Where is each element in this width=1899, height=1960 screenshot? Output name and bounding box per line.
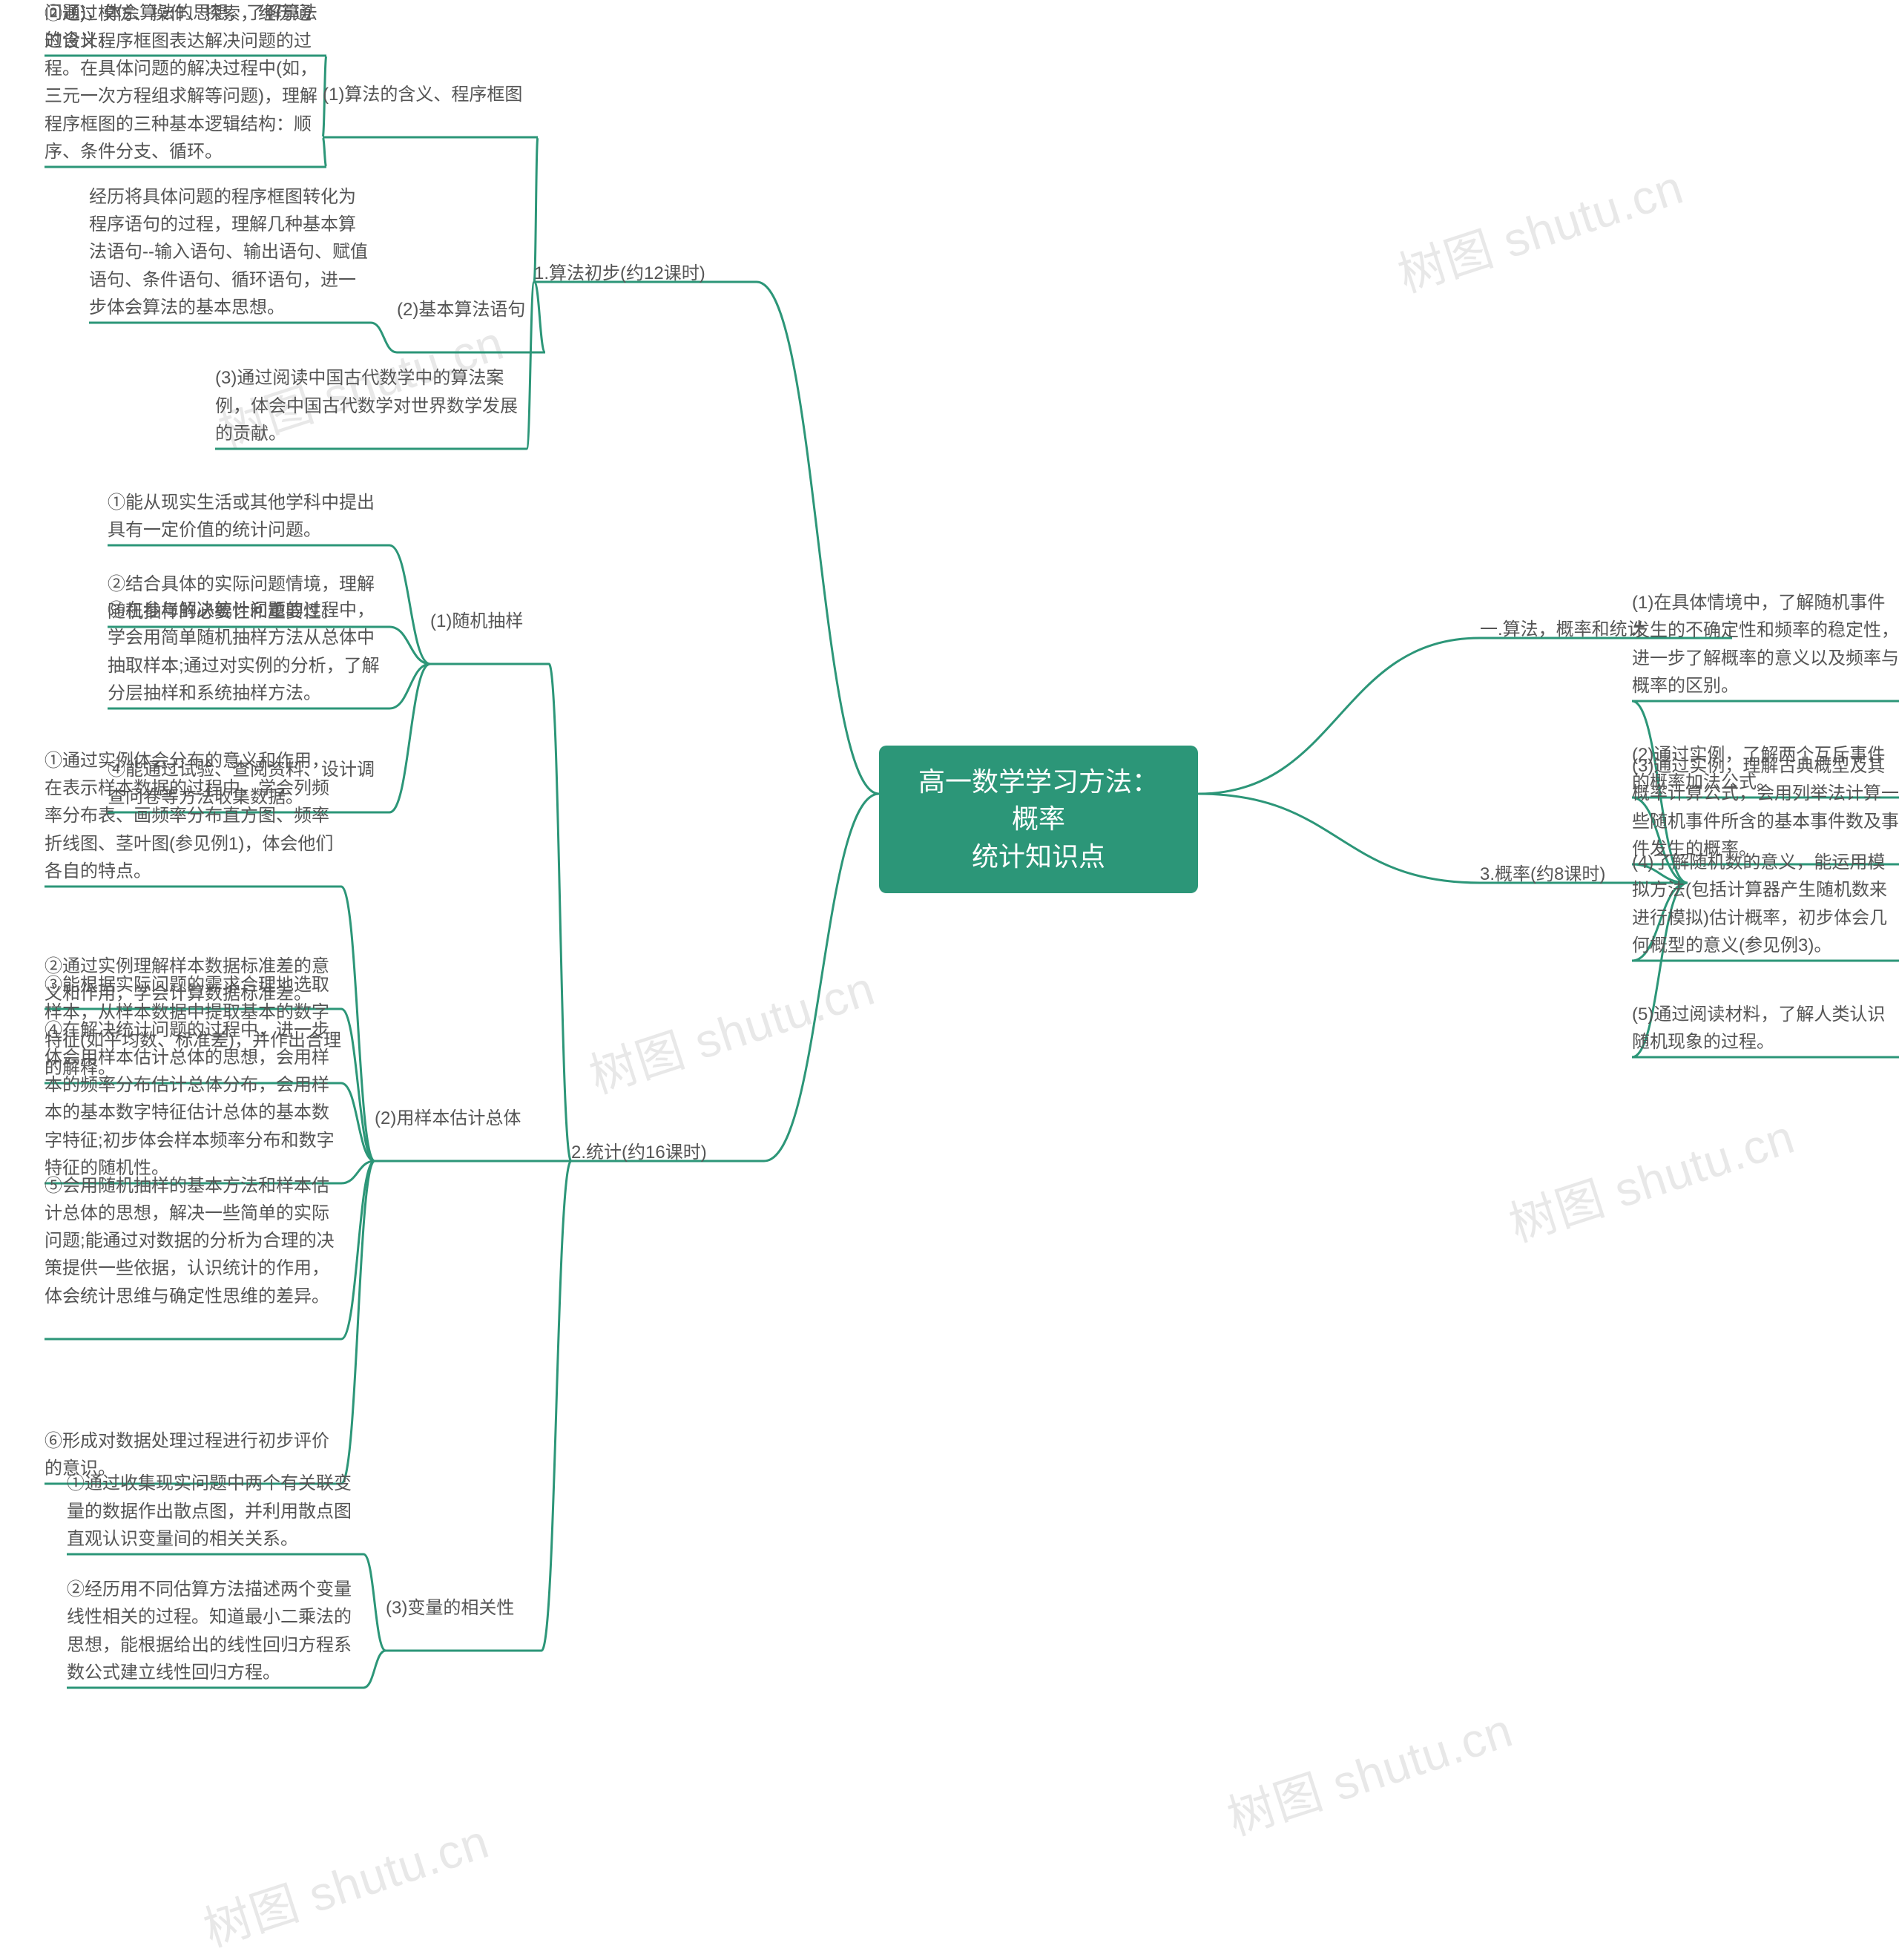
sub-node: (1)算法的含义、程序框图: [323, 81, 538, 108]
branch-node: 2.统计(约16课时): [571, 1139, 764, 1166]
sub-node: (3)变量的相关性: [386, 1594, 542, 1622]
leaf-node: ②经历用不同估算方法描述两个变量线性相关的过程。知道最小二乘法的思想，能根据给出…: [67, 1576, 363, 1686]
watermark: 树图 shutu.cn: [1389, 149, 1691, 306]
leaf-node: ①通过实例体会分布的意义和作用，在表示样本数据的过程中，学会列频率分布表、画频率…: [45, 747, 341, 885]
watermark: 树图 shutu.cn: [1218, 1692, 1521, 1849]
leaf-node: 经历将具体问题的程序框图转化为程序语句的过程，理解几种基本算法语句--输入语句、…: [89, 183, 371, 321]
root-node: 高一数学学习方法：概率 统计知识点: [879, 746, 1198, 893]
leaf-node: ①通过收集现实问题中两个有关联变量的数据作出散点图，并利用散点图直观认识变量间的…: [67, 1470, 363, 1553]
sub-node: (1)在具体情境中，了解随机事件发生的不确定性和频率的稳定性，进一步了解概率的意…: [1632, 589, 1899, 700]
sub-node: (2)基本算法语句: [397, 296, 545, 323]
sub-node: (4)了解随机数的意义，能运用模拟方法(包括计算器产生随机数来进行模拟)估计概率…: [1632, 849, 1899, 959]
sub-node: (3)通过实例，理解古典概型及其概率计算公式，会用列举法计算一些随机事件所含的基…: [1632, 752, 1899, 863]
leaf-node: ⑤会用随机抽样的基本方法和样本估计总体的思想，解决一些简单的实际问题;能通过对数…: [45, 1172, 341, 1310]
sub-node: (2)用样本估计总体: [375, 1105, 545, 1132]
sub-node: (1)随机抽样: [430, 608, 549, 635]
watermark: 树图 shutu.cn: [1500, 1099, 1803, 1255]
watermark: 树图 shutu.cn: [580, 950, 883, 1107]
leaf-node: ③在参与解决统计问题的过程中，学会用简单随机抽样方法从总体中抽取样本;通过对实例…: [108, 596, 389, 707]
branch-node: 1.算法初步(约12课时): [534, 260, 757, 287]
sub-node: (5)通过阅读材料，了解人类认识随机现象的过程。: [1632, 1001, 1899, 1056]
sub-node: (3)通过阅读中国古代数学中的算法案例，体会中国古代数学对世界数学发展的贡献。: [215, 364, 527, 447]
leaf-node: ①能从现实生活或其他学科中提出具有一定价值的统计问题。: [108, 489, 389, 544]
watermark: 树图 shutu.cn: [194, 1803, 497, 1960]
leaf-node: ④在解决统计问题的过程中，进一步体会用样本估计总体的思想，会用样本的频率分布估计…: [45, 1016, 341, 1182]
leaf-node: ②通过模仿、操作、探索，经历通过设计程序框图表达解决问题的过程。在具体问题的解决…: [45, 0, 326, 165]
